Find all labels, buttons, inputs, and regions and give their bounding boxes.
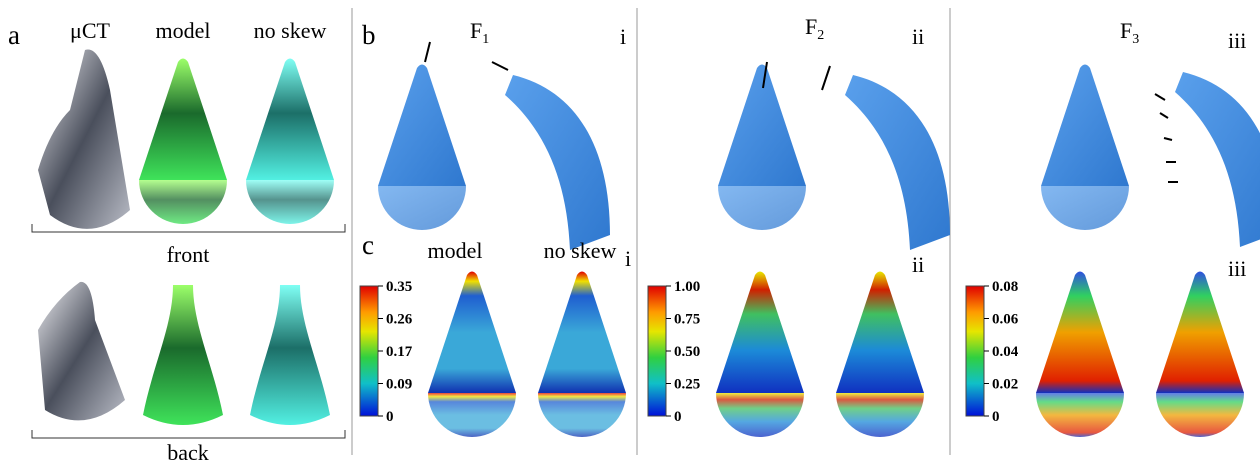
colorbar-label: 0.04 bbox=[992, 344, 1019, 360]
case-label: i bbox=[620, 24, 626, 49]
group-label: back bbox=[167, 440, 209, 463]
bracket bbox=[31, 224, 346, 233]
colorbar-label: 0.35 bbox=[386, 279, 412, 295]
colorbar-label: 0.09 bbox=[386, 377, 412, 393]
colorbar-label: 0.50 bbox=[674, 344, 700, 360]
column-title: μCT bbox=[70, 18, 110, 43]
force-label: F3 bbox=[1120, 18, 1139, 47]
arrows bbox=[424, 41, 1178, 183]
case-label: ii bbox=[912, 24, 924, 49]
front-renders bbox=[38, 49, 334, 229]
colorbar bbox=[647, 285, 667, 417]
case-label: i bbox=[625, 246, 631, 271]
load-renders bbox=[378, 64, 1260, 250]
force-name: F bbox=[805, 14, 817, 39]
force-label: F1 bbox=[470, 18, 489, 47]
colorbar-label: 0.06 bbox=[992, 312, 1019, 328]
colorbar-label: 0.02 bbox=[992, 377, 1018, 393]
column-title: no skew bbox=[254, 18, 327, 43]
colorbar-label: 0.08 bbox=[992, 279, 1018, 295]
colorbar-label: 0.26 bbox=[386, 312, 413, 328]
case-label: iii bbox=[1228, 256, 1246, 281]
column-title: no skew bbox=[544, 238, 617, 263]
back-renders bbox=[38, 281, 330, 425]
colorbar-label: 0 bbox=[674, 409, 682, 425]
group-label: front bbox=[167, 242, 210, 267]
case-label: ii bbox=[912, 252, 924, 277]
panel-label: c bbox=[362, 230, 374, 260]
force-subscript: 1 bbox=[482, 32, 489, 47]
colorbar-label: 1.00 bbox=[674, 279, 700, 295]
panel-label: a bbox=[8, 20, 20, 50]
colorbar-label: 0.75 bbox=[674, 312, 700, 328]
colorbar bbox=[359, 285, 379, 417]
column-title: model bbox=[156, 18, 211, 43]
force-subscript: 2 bbox=[817, 28, 824, 43]
colorbar bbox=[965, 285, 985, 417]
case-label: iii bbox=[1228, 28, 1246, 53]
force-name: F bbox=[470, 18, 482, 43]
separators bbox=[351, 8, 951, 455]
colorbar-label: 0.17 bbox=[386, 344, 413, 360]
heat-renders bbox=[428, 271, 1244, 437]
bracket bbox=[31, 430, 346, 439]
force-subscript: 3 bbox=[1132, 32, 1139, 47]
force-label: F2 bbox=[805, 14, 824, 43]
colorbar-label: 0 bbox=[992, 409, 1000, 425]
force-name: F bbox=[1120, 18, 1132, 43]
colorbar-label: 0.25 bbox=[674, 377, 700, 393]
column-title: model bbox=[428, 238, 483, 263]
panel-label: b bbox=[362, 20, 376, 50]
colorbar-label: 0 bbox=[386, 409, 394, 425]
